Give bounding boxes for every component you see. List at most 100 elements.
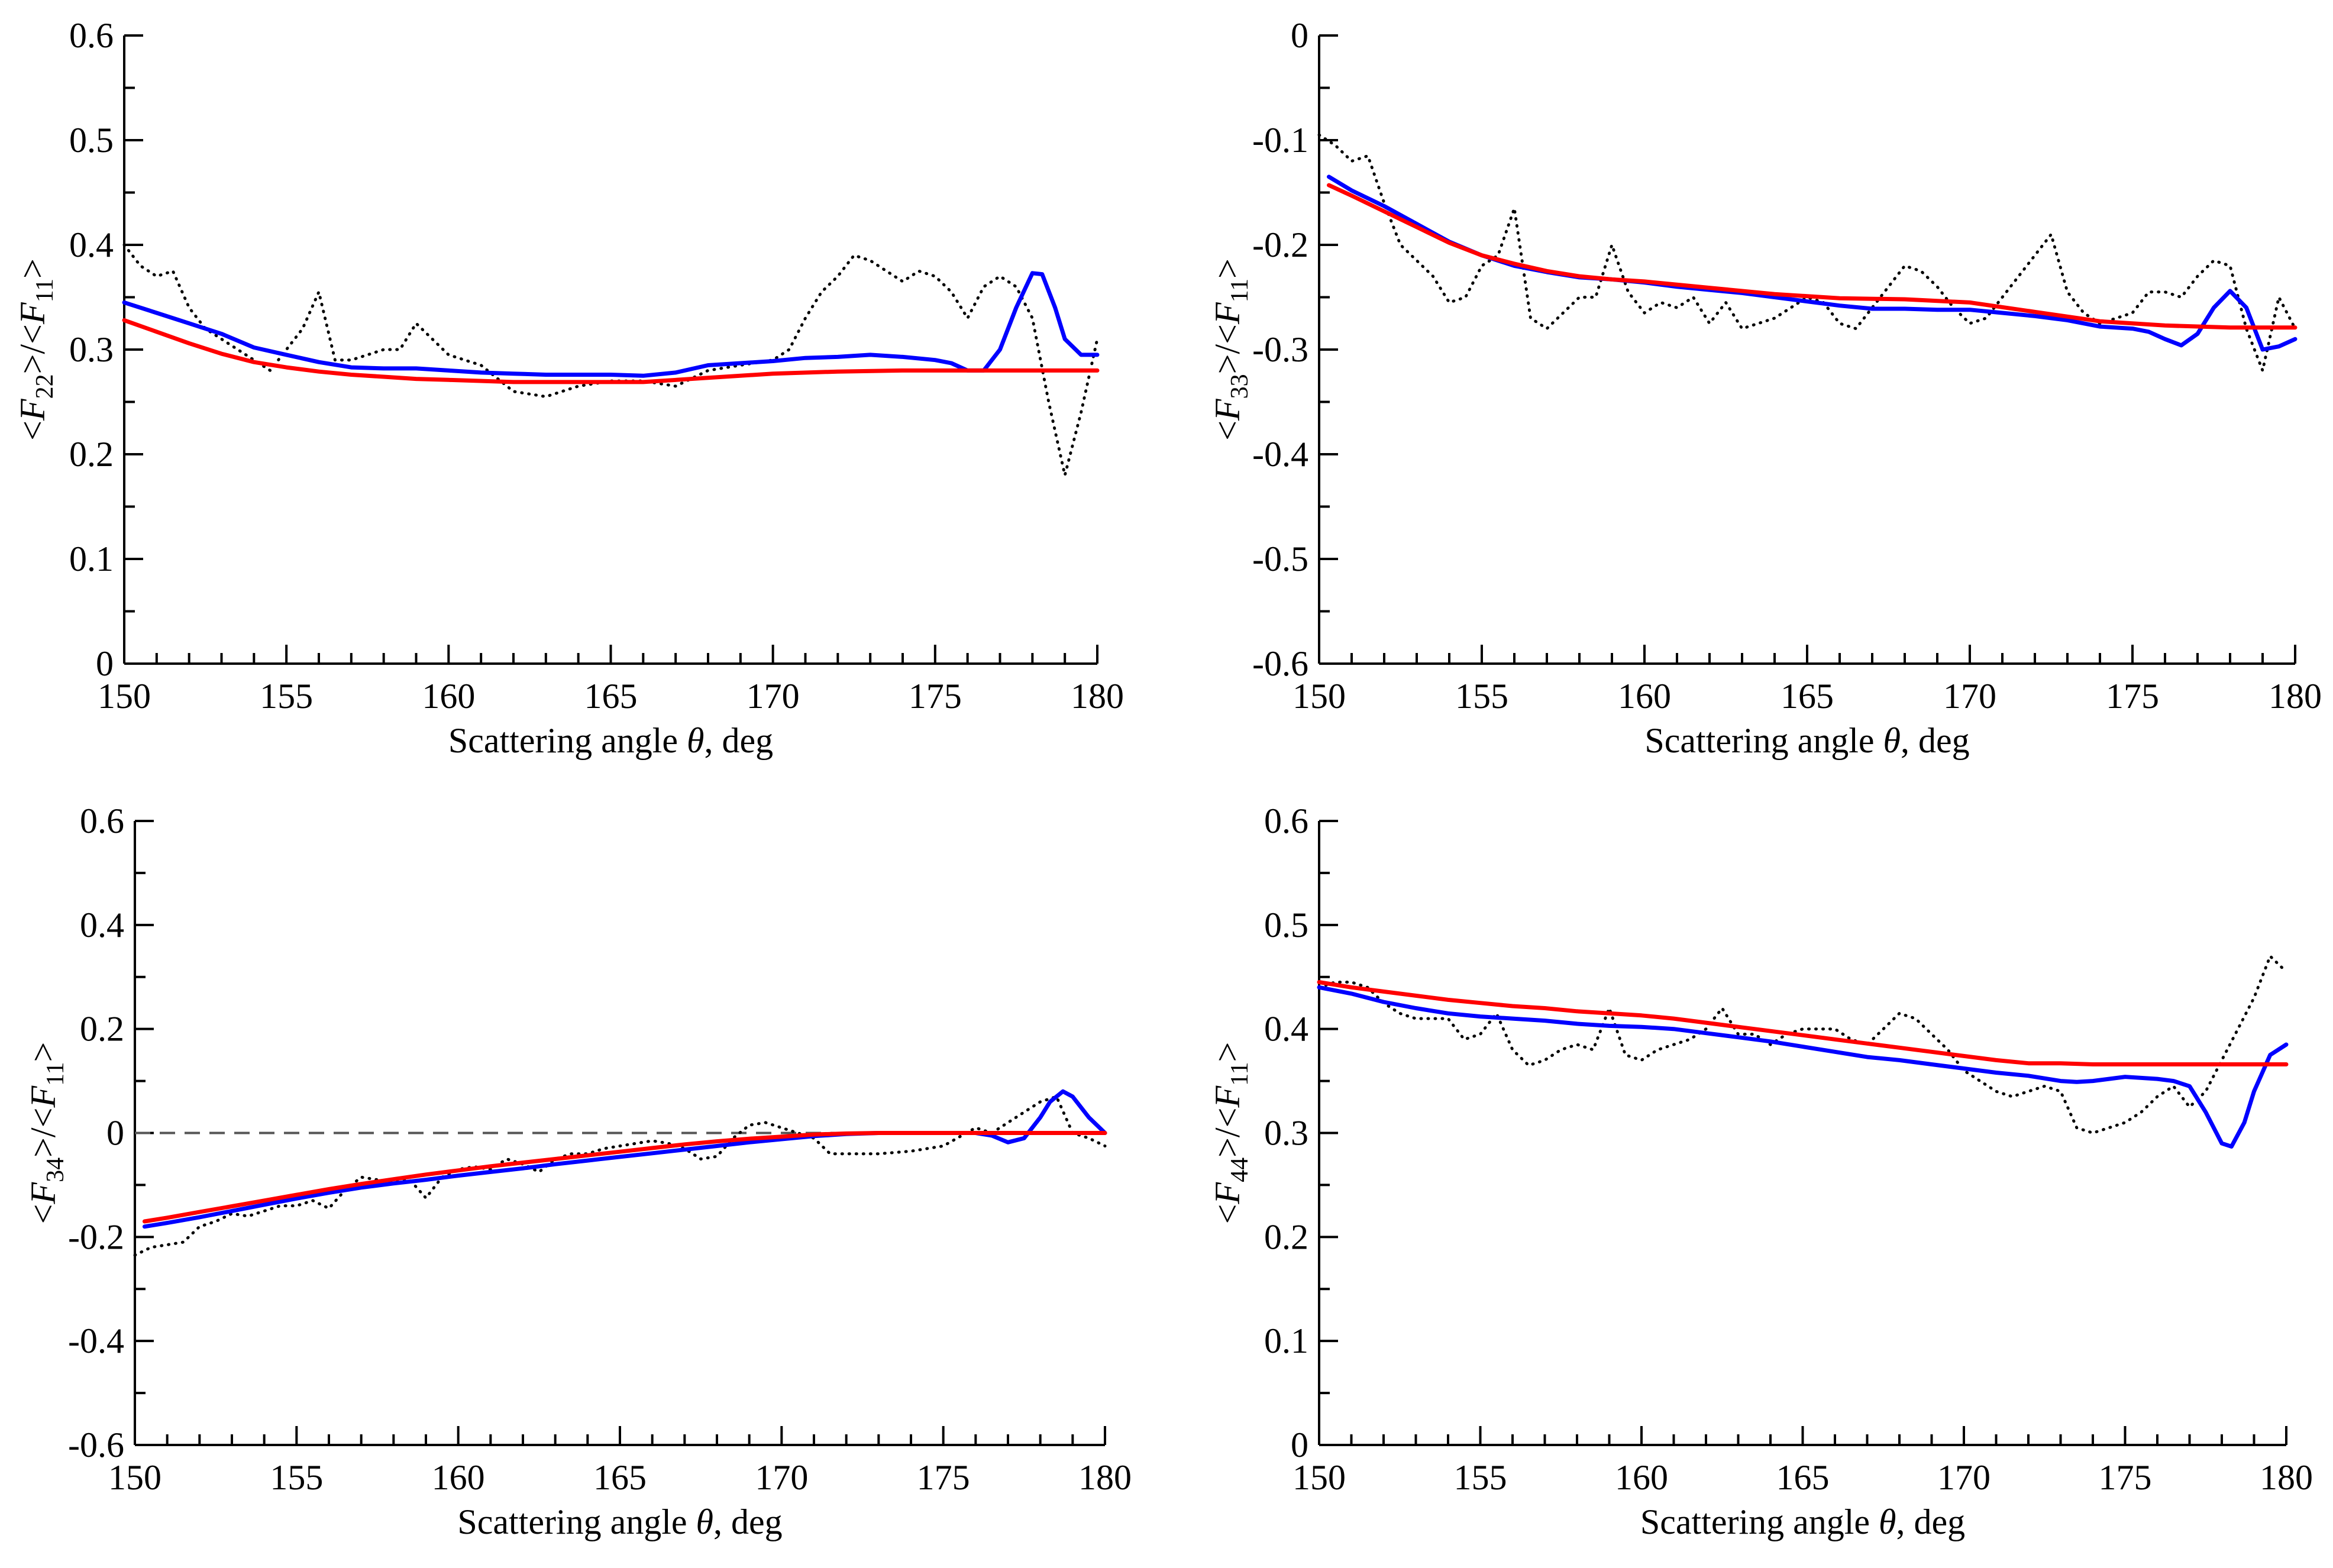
y-tick-label: 0.1 — [69, 539, 114, 578]
y-tick-label: 0.6 — [80, 801, 124, 840]
x-tick-label: 150 — [1292, 677, 1346, 716]
y-tick-label: 0 — [96, 644, 114, 683]
x-axis-title: Scattering angle θ, deg — [448, 721, 773, 760]
x-tick-label: 170 — [755, 1458, 808, 1497]
y-axis-title: <F34>/<F11> — [24, 1042, 69, 1224]
series-line-red — [1327, 183, 2298, 330]
x-tick-label: 160 — [432, 1458, 485, 1497]
y-tick-label: 0.2 — [69, 435, 114, 474]
y-axis-title-symbol: F — [24, 1182, 63, 1205]
y-axis-title-part: > — [1208, 258, 1247, 279]
y-axis-title-part: >/< — [1208, 1108, 1247, 1158]
y-axis-title-subscript: 22 — [31, 374, 59, 399]
panel-top-right: 150 155 160 165 170 175 180 -0.6 -0.5 -0.4 -0.3 -0.… — [1208, 16, 2322, 760]
y-axis-title-symbol: F — [1208, 1182, 1247, 1205]
y-axis-title-symbol: F — [1208, 302, 1247, 325]
y-axis-title-subscript: 33 — [1226, 374, 1253, 399]
x-tick-label: 165 — [1776, 1458, 1830, 1497]
y-tick-label: -0.5 — [1252, 539, 1308, 578]
y-tick-label: 0.6 — [69, 16, 114, 55]
y-tick-label: 0.5 — [1264, 906, 1308, 945]
y-tick-label: 0 — [1291, 16, 1308, 55]
y-axis-title-part: >/< — [13, 324, 52, 374]
x-tick-label: 160 — [1618, 677, 1671, 716]
y-axis-title-part: < — [1208, 1204, 1247, 1224]
y-axis-title-part: > — [13, 258, 52, 279]
y-tick-label: -0.6 — [1252, 644, 1308, 683]
y-tick-label: 0.2 — [1264, 1217, 1308, 1256]
y-axis-title-subscript: 11 — [1226, 279, 1253, 302]
series-line-red — [142, 1131, 1107, 1224]
y-axis-title-subscript: 44 — [1226, 1158, 1253, 1182]
x-axis-title: Scattering angle θ, deg — [1640, 1502, 1965, 1541]
x-tick-label: 180 — [1071, 677, 1124, 716]
x-axis-title-symbol: θ — [696, 1502, 713, 1541]
x-axis-title: Scattering angle θ, deg — [1644, 721, 1969, 760]
x-tick-label: 155 — [1454, 1458, 1507, 1497]
y-axis-title-part: >/< — [1208, 324, 1247, 374]
x-tick-label: 170 — [1937, 1458, 1991, 1497]
y-axis-title-part: > — [24, 1042, 63, 1062]
x-tick-label: 150 — [98, 677, 151, 716]
y-tick-label: -0.1 — [1252, 121, 1308, 160]
x-tick-label: 150 — [108, 1458, 161, 1497]
y-axis-title-part: < — [1208, 421, 1247, 441]
y-tick-label: 0.3 — [69, 330, 114, 369]
y-tick-label: 0 — [106, 1114, 124, 1153]
y-axis-title-symbol: F — [13, 302, 52, 325]
y-axis-title-part: < — [13, 421, 52, 441]
x-tick-label: 155 — [1455, 677, 1508, 716]
y-axis-title: <F33>/<F11> — [1208, 258, 1253, 441]
y-tick-label: 0.5 — [69, 121, 114, 160]
x-axis-title-prefix: Scattering angle — [448, 721, 687, 760]
y-tick-label: -0.3 — [1252, 330, 1308, 369]
y-axis-title-part: >/< — [24, 1108, 63, 1158]
y-axis-title-symbol: F — [24, 1085, 63, 1108]
x-axis-title-symbol: θ — [1879, 1502, 1896, 1541]
x-tick-label: 175 — [917, 1458, 970, 1497]
panel-bottom-right: 150 155 160 165 170 175 180 0 0.1 0.2 0.3 0.4 0.5 0.6… — [1208, 801, 2313, 1541]
x-axis-title-suffix: , deg — [705, 721, 774, 760]
y-axis-title-subscript: 11 — [42, 1062, 69, 1085]
y-tick-label: 0.4 — [80, 906, 124, 945]
y-tick-label: 0.4 — [1264, 1010, 1308, 1049]
x-axis-title-prefix: Scattering angle — [457, 1502, 696, 1541]
y-tick-label: 0.1 — [1264, 1321, 1308, 1360]
panel-bottom-left: 150 155 160 165 170 175 180 -0.6 -0.4 -0.2 0 0.2 0.4… — [24, 801, 1132, 1541]
y-axis-title-subscript: 11 — [1226, 1062, 1253, 1085]
y-tick-label: -0.2 — [68, 1217, 124, 1256]
x-tick-label: 175 — [909, 677, 962, 716]
y-axis-title: <F44>/<F11> — [1208, 1042, 1253, 1224]
x-axis-title-symbol: θ — [687, 721, 704, 760]
x-axis-title-prefix: Scattering angle — [1644, 721, 1883, 760]
x-tick-label: 155 — [270, 1458, 323, 1497]
x-axis-title-suffix: , deg — [713, 1502, 783, 1541]
y-axis-title: <F22>/<F11> — [13, 258, 59, 441]
y-tick-label: -0.6 — [68, 1425, 124, 1464]
x-tick-label: 165 — [593, 1458, 647, 1497]
x-tick-label: 175 — [2106, 677, 2159, 716]
series-line-blue — [122, 271, 1100, 378]
series-line-blue — [1317, 985, 2289, 1149]
x-tick-label: 180 — [2269, 677, 2322, 716]
series-line-dotted — [1317, 955, 2288, 1134]
x-axis-title-suffix: , deg — [1901, 721, 1970, 760]
y-tick-label: 0.3 — [1264, 1114, 1308, 1153]
x-tick-label: 150 — [1292, 1458, 1346, 1497]
x-axis-title-symbol: θ — [1883, 721, 1901, 760]
y-axis-title-symbol: F — [13, 398, 52, 421]
x-tick-label: 165 — [584, 677, 638, 716]
series-line-red — [1317, 980, 2289, 1066]
x-tick-label: 160 — [422, 677, 475, 716]
series-line-dotted — [1317, 133, 2297, 372]
y-tick-label: -0.4 — [1252, 435, 1308, 474]
x-tick-label: 160 — [1615, 1458, 1668, 1497]
y-tick-label: 0.6 — [1264, 801, 1308, 840]
series-line-dotted — [133, 1095, 1107, 1257]
y-axis-title-subscript: 34 — [42, 1158, 69, 1182]
x-tick-label: 165 — [1781, 677, 1834, 716]
x-axis-title: Scattering angle θ, deg — [457, 1502, 782, 1541]
x-tick-label: 170 — [1943, 677, 1996, 716]
x-tick-label: 180 — [2260, 1458, 2313, 1497]
